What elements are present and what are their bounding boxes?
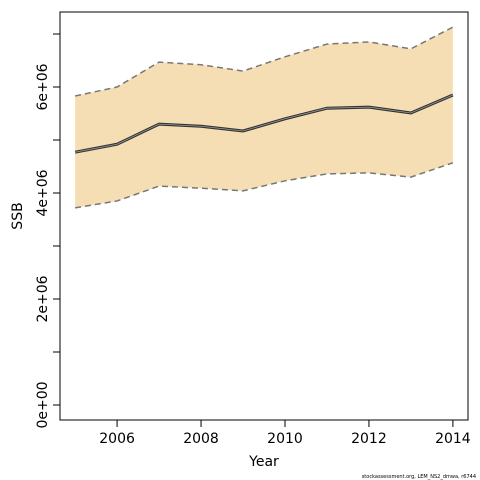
y-axis-label: SSB (10, 202, 26, 229)
x-tick-label: 2014 (435, 431, 471, 447)
y-tick-label: 4e+06 (35, 169, 51, 216)
estimate-line-inner (75, 94, 454, 153)
y-tick-label: 6e+06 (35, 63, 51, 110)
lower-bound (74, 162, 454, 209)
x-tick-label: 2008 (183, 431, 219, 447)
confidence-band (75, 27, 453, 208)
plot-frame (59, 11, 469, 421)
y-tick-label: 2e+06 (35, 275, 51, 322)
x-tick-label: 2010 (267, 431, 303, 447)
y-tick-label: 0e+00 (35, 381, 51, 428)
x-tick-label: 2006 (99, 431, 135, 447)
x-axis-label: Year (248, 454, 279, 470)
footnote: stockassessment.org, LEM_NS2_dmwa, r6744 (362, 474, 476, 480)
x-tick-label: 2012 (351, 431, 387, 447)
